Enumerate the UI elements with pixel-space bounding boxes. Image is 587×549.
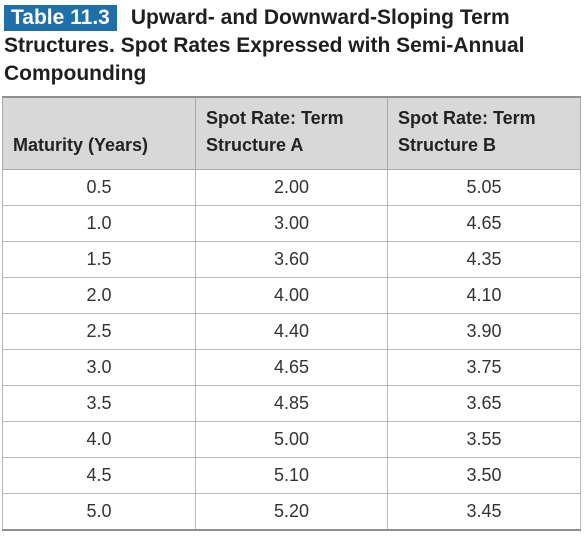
maturity-cell: 4.5 xyxy=(3,458,196,494)
header-maturity: Maturity (Years) xyxy=(3,97,196,170)
maturity-cell: 2.5 xyxy=(3,314,196,350)
table-row: 3.0 4.65 3.75 xyxy=(3,350,581,386)
rate-a-cell: 3.60 xyxy=(196,242,388,278)
table-body: 0.5 2.00 5.05 1.0 3.00 4.65 1.5 3.60 4.3… xyxy=(3,170,581,531)
rate-a-cell: 5.20 xyxy=(196,494,388,531)
header-term-structure-b: Spot Rate: Term Structure B xyxy=(388,97,581,170)
maturity-cell: 1.5 xyxy=(3,242,196,278)
rate-b-cell: 4.10 xyxy=(388,278,581,314)
table-row: 3.5 4.85 3.65 xyxy=(3,386,581,422)
table-row: 4.0 5.00 3.55 xyxy=(3,422,581,458)
table-number-label: Table 11.3 xyxy=(4,5,117,31)
rate-a-cell: 4.85 xyxy=(196,386,388,422)
maturity-cell: 2.0 xyxy=(3,278,196,314)
rate-a-cell: 4.00 xyxy=(196,278,388,314)
maturity-cell: 0.5 xyxy=(3,170,196,206)
rate-b-cell: 3.75 xyxy=(388,350,581,386)
rate-a-cell: 5.10 xyxy=(196,458,388,494)
rate-b-cell: 3.90 xyxy=(388,314,581,350)
table-row: 5.0 5.20 3.45 xyxy=(3,494,581,531)
rate-b-cell: 3.55 xyxy=(388,422,581,458)
rate-b-cell: 3.50 xyxy=(388,458,581,494)
table-header: Maturity (Years) Spot Rate: Term Structu… xyxy=(3,97,581,170)
maturity-cell: 5.0 xyxy=(3,494,196,531)
rate-a-cell: 5.00 xyxy=(196,422,388,458)
maturity-cell: 3.0 xyxy=(3,350,196,386)
rate-b-cell: 3.65 xyxy=(388,386,581,422)
header-row: Maturity (Years) Spot Rate: Term Structu… xyxy=(3,97,581,170)
table-row: 0.5 2.00 5.05 xyxy=(3,170,581,206)
table-row: 1.5 3.60 4.35 xyxy=(3,242,581,278)
table-row: 4.5 5.10 3.50 xyxy=(3,458,581,494)
spot-rate-table: Maturity (Years) Spot Rate: Term Structu… xyxy=(2,96,581,531)
table-row: 2.0 4.00 4.10 xyxy=(3,278,581,314)
rate-a-cell: 4.40 xyxy=(196,314,388,350)
rate-b-cell: 3.45 xyxy=(388,494,581,531)
maturity-cell: 3.5 xyxy=(3,386,196,422)
table-container: Maturity (Years) Spot Rate: Term Structu… xyxy=(2,96,580,542)
rate-a-cell: 3.00 xyxy=(196,206,388,242)
header-term-structure-a: Spot Rate: Term Structure A xyxy=(196,97,388,170)
rate-b-cell: 4.35 xyxy=(388,242,581,278)
table-caption: Table 11.3 Upward- and Downward-Sloping T… xyxy=(4,4,579,88)
maturity-cell: 4.0 xyxy=(3,422,196,458)
table-row: 2.5 4.40 3.90 xyxy=(3,314,581,350)
rate-b-cell: 4.65 xyxy=(388,206,581,242)
maturity-cell: 1.0 xyxy=(3,206,196,242)
table-row: 1.0 3.00 4.65 xyxy=(3,206,581,242)
rate-a-cell: 2.00 xyxy=(196,170,388,206)
rate-a-cell: 4.65 xyxy=(196,350,388,386)
rate-b-cell: 5.05 xyxy=(388,170,581,206)
